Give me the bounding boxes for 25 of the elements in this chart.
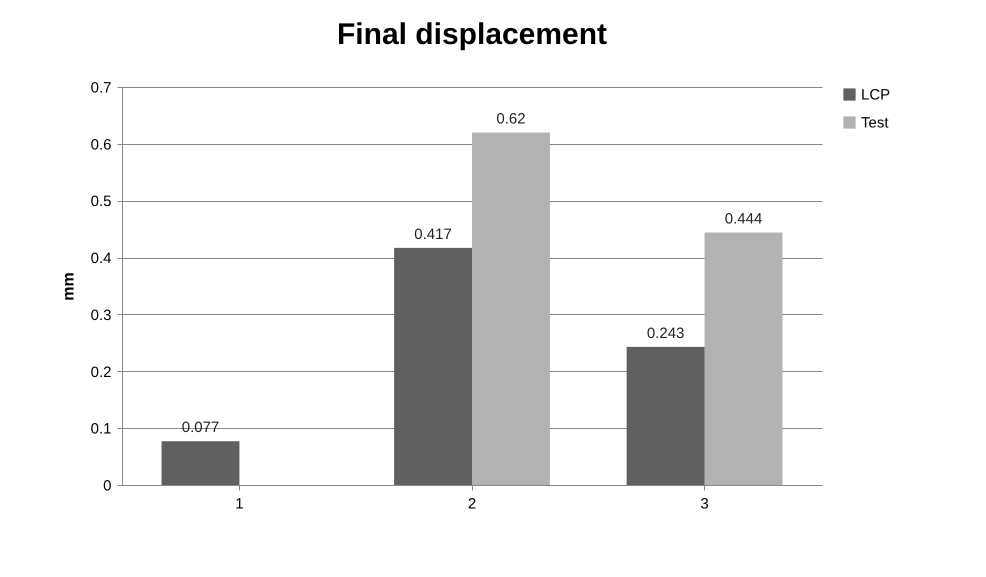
y-tick-label: 0.5 [90, 193, 112, 210]
bar [394, 248, 472, 485]
y-tick-label: 0.3 [90, 306, 112, 324]
bar [626, 346, 705, 485]
data-label: 0.243 [646, 324, 684, 342]
legend-label: Test [861, 114, 890, 132]
y-tick-label: 0.4 [90, 250, 112, 268]
bar [472, 132, 550, 485]
bar [704, 232, 782, 485]
data-label: 0.444 [724, 210, 762, 228]
y-tick-label: 0.1 [90, 420, 112, 438]
x-tick-label: 1 [235, 496, 244, 512]
y-axis-title: mm [60, 272, 78, 301]
chart-title: Final displacement [336, 18, 608, 51]
y-tick-label: 0.2 [90, 364, 112, 381]
legend-label: LCP [861, 86, 890, 104]
data-label: 0.62 [496, 110, 526, 128]
x-tick-label: 3 [700, 496, 709, 512]
y-tick-label: 0.7 [90, 80, 112, 96]
y-tick-label: 0 [103, 478, 112, 494]
bar [162, 441, 240, 485]
data-label: 0.417 [414, 226, 452, 243]
x-tick-label: 2 [468, 496, 476, 512]
data-label: 0.077 [182, 419, 220, 436]
y-tick-label: 0.6 [90, 136, 112, 154]
